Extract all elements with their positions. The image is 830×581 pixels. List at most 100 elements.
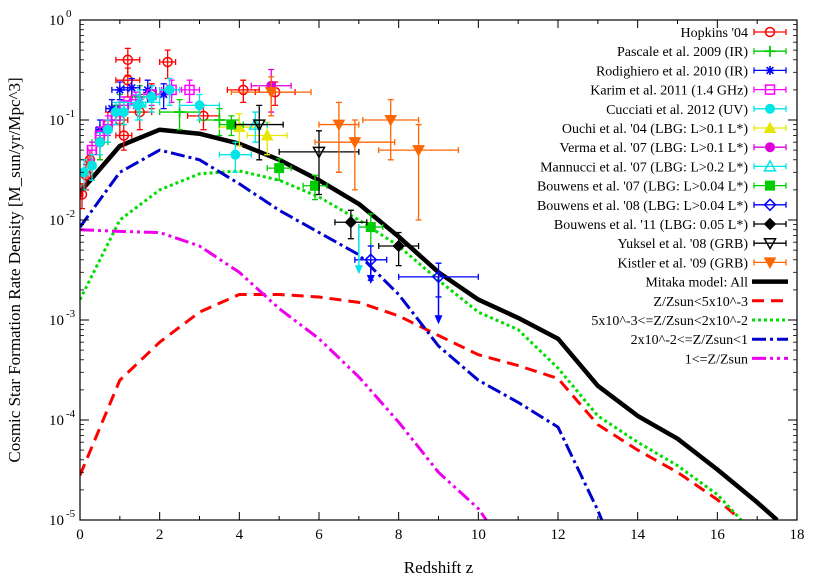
legend-label-2: Rodighiero et al. 2010 (IR) xyxy=(596,64,748,79)
obs-11-point-1 xyxy=(278,130,360,196)
obs-4-point-9 xyxy=(178,93,221,121)
obs-0-marker-12 xyxy=(238,84,249,96)
obs-4-marker-9 xyxy=(194,100,205,111)
legend-label-17: 1<=Z/Zsun xyxy=(685,352,748,367)
obs-10-point-1 xyxy=(378,231,420,267)
legend-label-1: Pascale et al. 2009 (IR) xyxy=(617,45,748,60)
model-curve-1 xyxy=(80,293,743,520)
legend-marker-7 xyxy=(763,159,777,172)
obs-5-marker-1 xyxy=(260,128,274,141)
obs-4-point-2 xyxy=(94,131,105,156)
obs-12-point-3 xyxy=(362,98,420,161)
obs-4-marker-1 xyxy=(86,160,97,171)
y-tick-exponent-2: -3 xyxy=(66,308,76,320)
obs-8-marker-3 xyxy=(365,222,376,233)
x-tick-label-5: 10 xyxy=(471,527,486,543)
obs-0-point-10 xyxy=(159,49,177,80)
y-tick-exponent-0: -5 xyxy=(66,508,76,520)
obs-8-marker-2 xyxy=(310,180,321,191)
obs-11-marker-0 xyxy=(252,119,267,132)
obs-12-marker-4 xyxy=(412,145,425,157)
obs-12-errorbar-3 xyxy=(362,98,420,161)
y-tick-exponent-5: 0 xyxy=(66,8,72,20)
legend-label-5: Ouchi et al. '04 (LBG: L>0.1 L*) xyxy=(562,122,748,137)
legend-label-7: Mannucci et al. '07 (LBG: L>0.2 L*) xyxy=(540,160,748,175)
y-tick-exponent-1: -4 xyxy=(66,408,76,420)
obs-1-marker-3 xyxy=(174,106,186,118)
obs-10-marker-0 xyxy=(344,216,358,229)
legend-label-6: Verma et al. '07 (LBG: L>0.1 L*) xyxy=(560,141,749,156)
obs-0-errorbar-14 xyxy=(115,123,133,151)
legend-marker-10 xyxy=(763,217,777,231)
model-curve-4 xyxy=(80,228,488,520)
legend-errorbar-7 xyxy=(753,163,787,170)
model-curve-2 xyxy=(80,169,743,520)
upper-limit-arrowhead-2 xyxy=(366,274,375,284)
obs-4-point-10 xyxy=(218,141,252,173)
legend-errorbar-0 xyxy=(753,29,787,35)
obs-4-marker-2 xyxy=(94,137,105,148)
obs-4-point-7 xyxy=(143,85,161,113)
x-tick-label-4: 8 xyxy=(395,527,403,543)
obs-4-marker-5 xyxy=(118,107,129,118)
legend-label-12: Kistler et al. '09 (GRB) xyxy=(618,256,749,271)
obs-2-point-2 xyxy=(111,81,129,101)
obs-4-marker-8 xyxy=(164,84,175,95)
legend-label-4: Cucciati et al. 2012 (UV) xyxy=(606,103,748,118)
obs-0-point-12 xyxy=(226,79,260,104)
legend-marker-12 xyxy=(763,257,777,269)
obs-0-marker-14 xyxy=(118,130,130,141)
obs-0-point-7 xyxy=(115,47,141,76)
obs-2-marker-3 xyxy=(127,83,137,93)
x-tick-label-0: 0 xyxy=(76,527,84,543)
x-tick-label-7: 14 xyxy=(630,527,646,543)
obs-5-point-1 xyxy=(246,121,288,156)
y-tick-label-2: 10 xyxy=(49,313,64,329)
legend-errorbar-3 xyxy=(753,86,787,93)
legend-label-14: Z/Zsun<5x10^-3 xyxy=(653,295,748,310)
y-tick-label-3: 10 xyxy=(49,213,64,229)
obs-4-marker-10 xyxy=(230,149,241,160)
obs-12-point-4 xyxy=(378,123,460,221)
obs-12-marker-3 xyxy=(384,115,398,127)
obs-12-marker-0 xyxy=(264,87,278,99)
legend-errorbar-9 xyxy=(753,201,787,208)
legend-label-15: 5x10^-3<=Z/Zsun<2x10^-2 xyxy=(591,314,748,329)
legend-marker-8 xyxy=(765,180,775,191)
obs-10-point-0 xyxy=(334,209,368,240)
obs-12-marker-1 xyxy=(332,119,346,132)
legend-label-11: Yuksel et al. '08 (GRB) xyxy=(618,237,749,252)
obs-0-errorbar-10 xyxy=(159,49,177,80)
obs-4-point-5 xyxy=(118,101,129,126)
y-axis-label: Cosmic Star Formation Rate Density [M_su… xyxy=(5,77,24,462)
y-tick-label-1: 10 xyxy=(49,413,64,429)
legend-marker-5 xyxy=(763,121,777,133)
obs-11-errorbar-0 xyxy=(234,104,284,161)
legend-marker-3 xyxy=(764,84,776,95)
legend-label-13: Mitaka model: All xyxy=(645,276,748,291)
obs-8-marker-1 xyxy=(274,163,285,174)
obs-2-marker-5 xyxy=(159,89,169,99)
legend-label-10: Bouwens et al. '11 (LBG: 0.05 L*) xyxy=(554,218,748,233)
obs-10-marker-1 xyxy=(392,239,405,253)
legend-label-8: Bouwens et al. '07 (LBG: L>0.04 L*) xyxy=(537,180,748,195)
model-curve-3 xyxy=(80,148,604,520)
legend-label-16: 2x10^-2<=Z/Zsun<1 xyxy=(631,333,748,348)
obs-0-errorbar-11 xyxy=(186,104,221,131)
obs-12-marker-2 xyxy=(348,137,362,149)
obs-7-point-1 xyxy=(119,89,161,121)
obs-4-marker-3 xyxy=(102,124,113,135)
legend-marker-0 xyxy=(764,26,776,38)
obs-0-errorbar-0 xyxy=(80,183,85,210)
obs-4-point-3 xyxy=(102,119,113,143)
y-tick-exponent-3: -2 xyxy=(66,208,75,220)
legend-errorbar-11 xyxy=(753,240,787,247)
legend-marker-6 xyxy=(765,142,775,153)
obs-8-point-1 xyxy=(266,158,292,181)
legend-marker-4 xyxy=(765,103,775,114)
obs-2-marker-1 xyxy=(107,104,117,114)
obs-5-marker-0 xyxy=(232,120,246,133)
obs-7-marker-1 xyxy=(132,95,147,108)
legend-label-0: Hopkins '04 xyxy=(681,26,748,41)
